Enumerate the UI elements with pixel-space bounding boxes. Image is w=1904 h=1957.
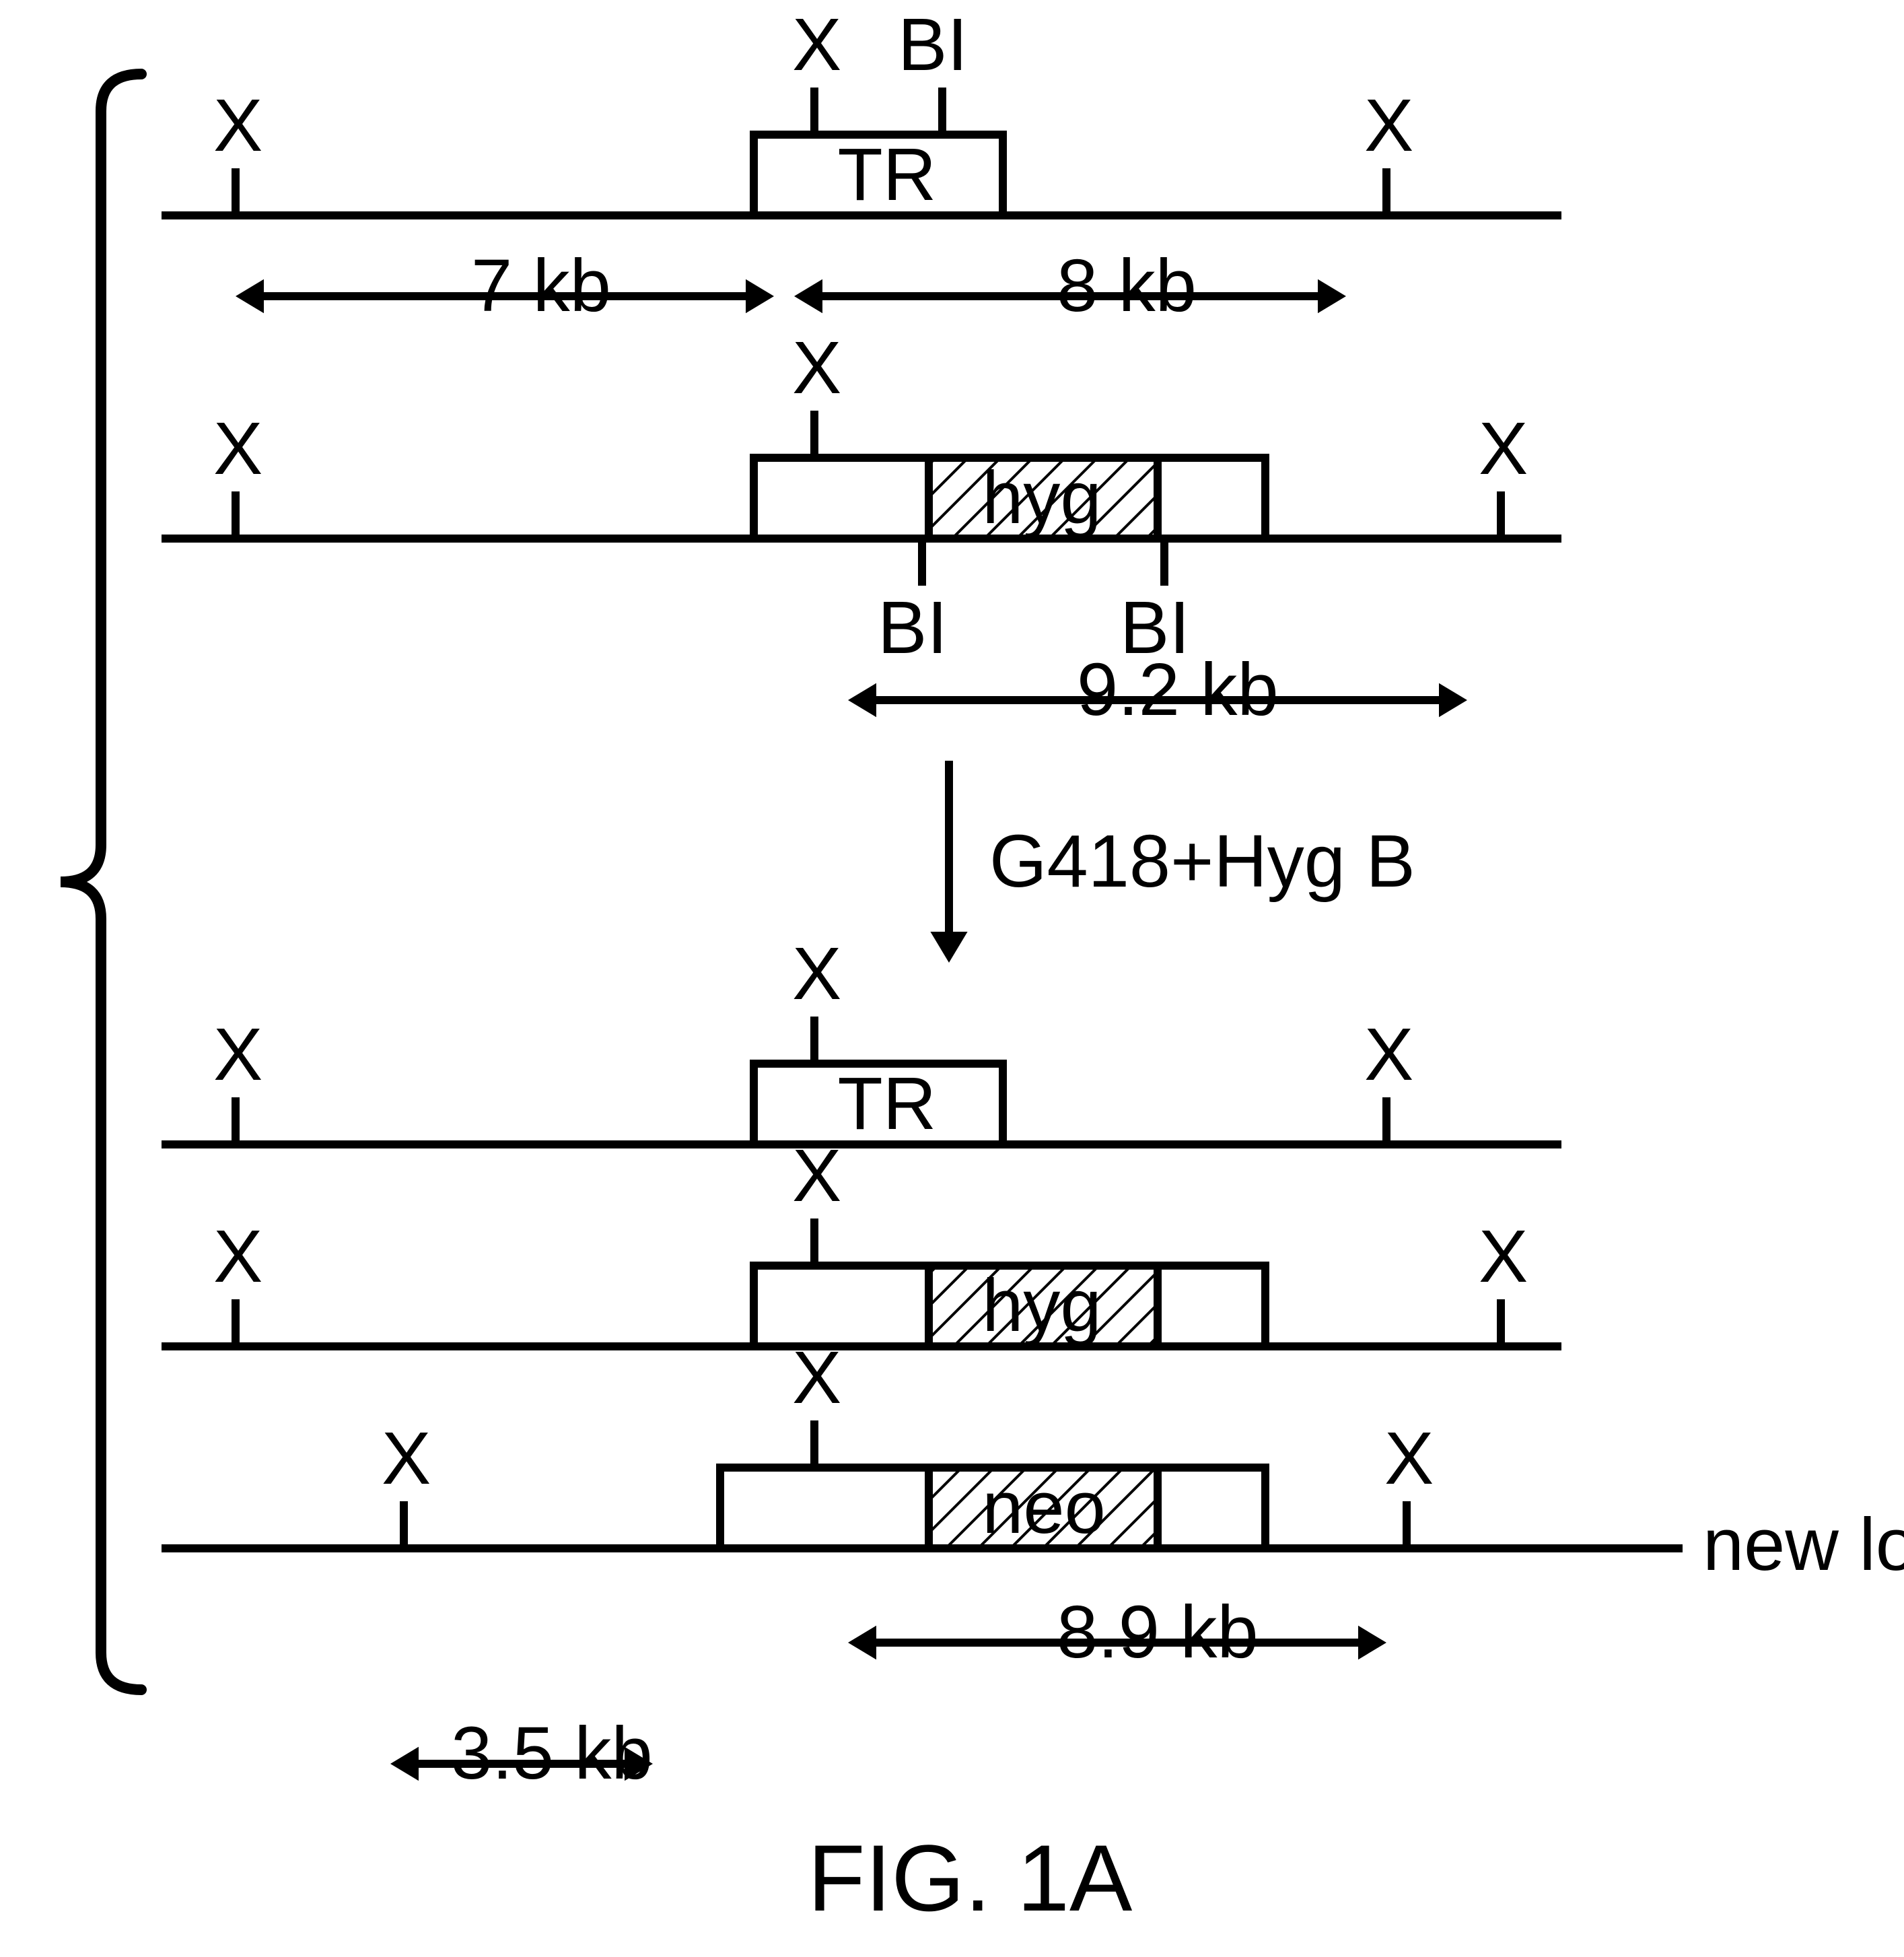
site-label: X bbox=[1479, 1220, 1528, 1294]
site-label: X bbox=[382, 1422, 431, 1496]
site-label: X bbox=[1384, 1422, 1434, 1496]
site-label: X bbox=[792, 937, 841, 1011]
site-label: BI bbox=[898, 8, 968, 82]
site-label: X bbox=[792, 8, 841, 82]
gene-box-label: hyg bbox=[982, 461, 1101, 535]
distance-label: 8 kb bbox=[1057, 249, 1197, 323]
site-label: X bbox=[792, 1341, 841, 1415]
site-label: X bbox=[792, 1139, 841, 1213]
distance-label: 3.5 kb bbox=[451, 1717, 653, 1791]
site-label: X bbox=[792, 331, 841, 405]
site-label: X bbox=[213, 89, 262, 163]
distance-label: 9.2 kb bbox=[1077, 653, 1279, 727]
gene-box-label: TR bbox=[838, 138, 937, 212]
figure-title: FIG. 1A bbox=[808, 1831, 1132, 1925]
gene-box-label: neo bbox=[982, 1471, 1106, 1545]
site-label: X bbox=[1364, 89, 1413, 163]
site-label: X bbox=[213, 1018, 262, 1092]
gene-box-label: hyg bbox=[982, 1269, 1101, 1343]
site-label: X bbox=[1364, 1018, 1413, 1092]
process-label: G418+Hyg B bbox=[989, 825, 1415, 899]
site-label: X bbox=[213, 412, 262, 486]
distance-label: 8.9 kb bbox=[1057, 1595, 1259, 1670]
site-label: X bbox=[1479, 412, 1528, 486]
diagram-canvas: TRXXBIXhygXXXBIBITRXXXhygXXXneoXXXnew lo… bbox=[0, 0, 1904, 1957]
site-label: BI bbox=[878, 591, 948, 665]
distance-label: 7 kb bbox=[471, 249, 611, 323]
site-label: X bbox=[213, 1220, 262, 1294]
locus-label: new locus bbox=[1703, 1508, 1904, 1582]
gene-box-label: TR bbox=[838, 1067, 937, 1141]
